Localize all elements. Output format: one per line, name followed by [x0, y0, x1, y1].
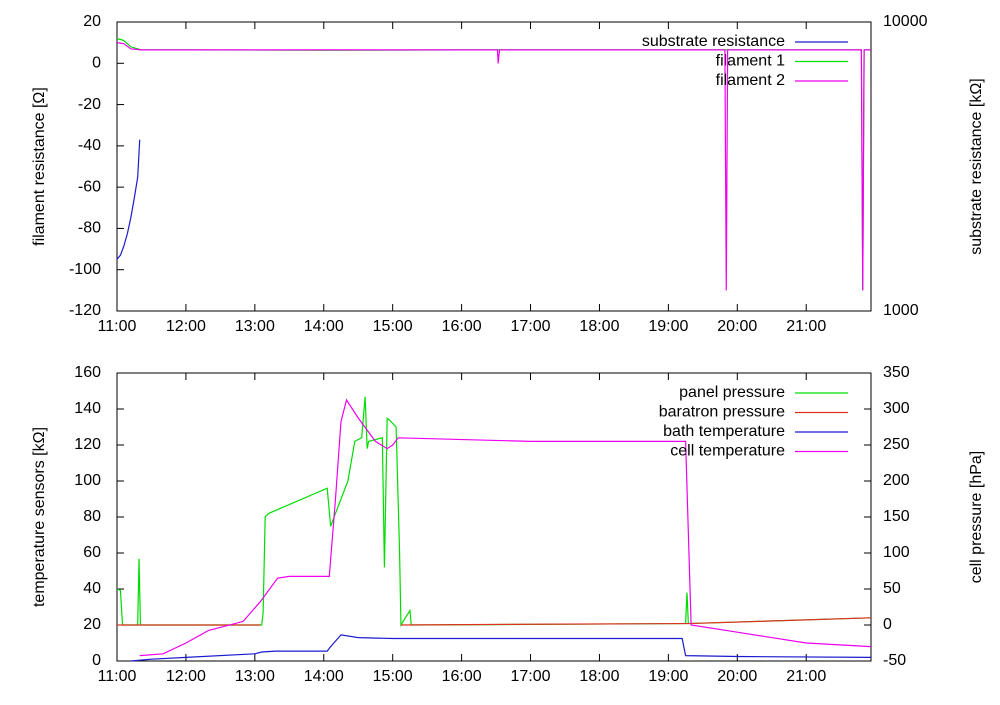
- y2-tick-label: 200: [883, 472, 910, 489]
- y2-tick-label: 300: [883, 400, 910, 417]
- x-tick-label: 13:00: [235, 318, 275, 335]
- series-line: [116, 139, 141, 260]
- x-tick-label: 20:00: [717, 668, 757, 685]
- plot-frame: [116, 21, 872, 312]
- y-tick-label: 80: [83, 508, 101, 525]
- x-tick-label: 15:00: [373, 668, 413, 685]
- legend-label: filament 2: [716, 72, 785, 89]
- y2-tick-label: 10000: [883, 13, 928, 30]
- x-tick-label: 18:00: [579, 668, 619, 685]
- y-tick-label: -120: [69, 302, 101, 319]
- legend-label: substrate resistance: [642, 33, 785, 50]
- y2-tick-label: 150: [883, 508, 910, 525]
- y-tick-label: 20: [83, 616, 101, 633]
- y-tick-label: 40: [83, 580, 101, 597]
- legend-label: bath temperature: [663, 423, 785, 440]
- legend-label: baratron pressure: [659, 404, 785, 421]
- x-tick-label: 15:00: [373, 318, 413, 335]
- y-axis-label: filament resistance [Ω]: [31, 87, 48, 246]
- y-axis-label: temperature sensors [kΩ]: [31, 427, 48, 607]
- x-tick-label: 12:00: [166, 318, 206, 335]
- series-line: [117, 617, 872, 626]
- x-tick-label: 14:00: [304, 318, 344, 335]
- y2-tick-label: -50: [883, 652, 906, 669]
- y-tick-label: -60: [78, 178, 101, 195]
- y-tick-label: 20: [83, 13, 101, 30]
- y2-tick-label: 100: [883, 544, 910, 561]
- y-tick-label: 60: [83, 544, 101, 561]
- y-tick-label: -80: [78, 220, 101, 237]
- x-tick-label: 13:00: [235, 668, 275, 685]
- y-tick-label: -20: [78, 96, 101, 113]
- y-tick-label: 160: [74, 364, 101, 381]
- series-line: [130, 634, 872, 662]
- y2-tick-label: 250: [883, 436, 910, 453]
- series-line: [116, 42, 871, 291]
- x-tick-label: 18:00: [579, 318, 619, 335]
- x-tick-label: 17:00: [511, 668, 551, 685]
- y2-tick-label: 1000: [883, 302, 919, 319]
- x-tick-label: 16:00: [442, 668, 482, 685]
- y2-axis-label: substrate resistance [kΩ]: [968, 78, 985, 254]
- y-tick-label: -100: [69, 261, 101, 278]
- x-tick-label: 14:00: [304, 668, 344, 685]
- y2-axis-label: cell pressure [hPa]: [968, 451, 985, 584]
- y-tick-label: 120: [74, 436, 101, 453]
- x-tick-label: 20:00: [717, 318, 757, 335]
- y2-tick-label: 0: [883, 616, 892, 633]
- legend-label: filament 1: [716, 53, 785, 70]
- x-tick-label: 21:00: [786, 668, 826, 685]
- legend-label: cell temperature: [670, 443, 785, 460]
- series-line: [139, 398, 872, 657]
- x-tick-label: 16:00: [442, 318, 482, 335]
- x-tick-label: 12:00: [166, 668, 206, 685]
- x-tick-label: 11:00: [98, 318, 137, 335]
- y-tick-label: 100: [74, 472, 101, 489]
- x-tick-label: 21:00: [786, 318, 826, 335]
- x-tick-label: 17:00: [511, 318, 551, 335]
- y-tick-label: 0: [92, 652, 101, 669]
- y2-tick-label: 350: [883, 364, 910, 381]
- y-tick-label: 0: [92, 55, 101, 72]
- x-tick-label: 11:00: [98, 668, 137, 685]
- x-tick-label: 19:00: [648, 668, 688, 685]
- x-tick-label: 19:00: [648, 318, 688, 335]
- y-tick-label: -40: [78, 137, 101, 154]
- y2-tick-label: 50: [883, 580, 901, 597]
- legend-label: panel pressure: [679, 384, 785, 401]
- y-tick-label: 140: [74, 400, 101, 417]
